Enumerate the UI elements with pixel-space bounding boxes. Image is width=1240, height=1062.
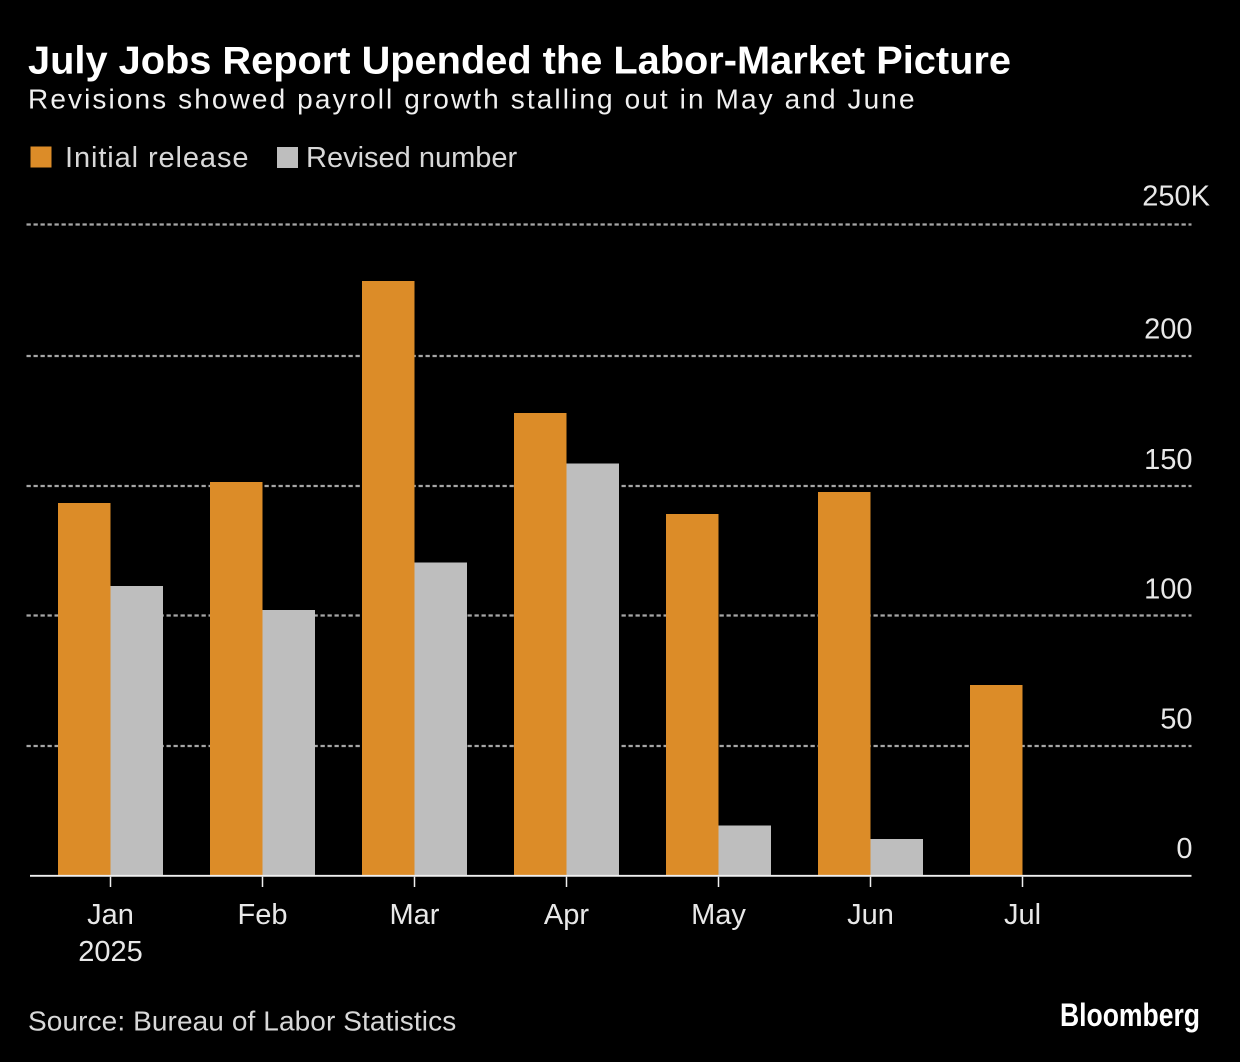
svg-text:Revised number: Revised number [306,142,517,174]
svg-text:Initial release: Initial release [65,142,249,174]
svg-text:Bloomberg: Bloomberg [1060,997,1200,1033]
svg-text:150: 150 [1144,444,1192,476]
svg-text:Jul: Jul [1004,899,1041,931]
svg-text:Apr: Apr [544,899,589,931]
svg-text:Jan: Jan [87,899,134,931]
svg-text:2025: 2025 [78,936,143,968]
svg-text:0: 0 [1176,833,1192,865]
svg-text:May: May [691,899,746,931]
svg-text:200: 200 [1144,314,1192,346]
svg-text:Revisions showed payroll growt: Revisions showed payroll growth stalling… [28,84,917,115]
svg-text:Mar: Mar [390,899,440,931]
svg-text:100: 100 [1144,574,1192,606]
svg-text:50: 50 [1160,704,1192,736]
svg-text:250K: 250K [1142,181,1210,213]
svg-text:Jun: Jun [847,899,894,931]
svg-text:July Jobs Report Upended the L: July Jobs Report Upended the Labor-Marke… [28,40,1011,83]
svg-text:Feb: Feb [238,899,288,931]
svg-text:Source: Bureau of Labor Statis: Source: Bureau of Labor Statistics [28,1006,456,1037]
